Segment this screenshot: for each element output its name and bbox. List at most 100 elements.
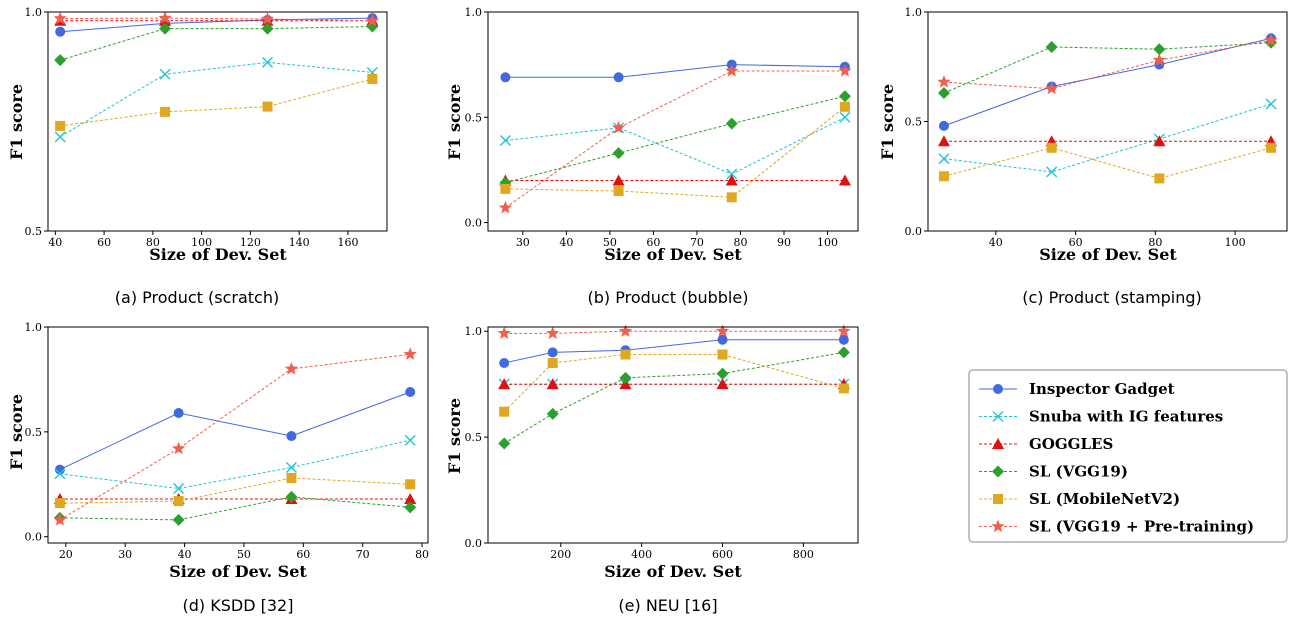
y-tick-label: 0.0 — [465, 217, 483, 230]
data-point-sl-vgg19-pre-training — [171, 441, 186, 455]
data-point-sl-vgg19-pre-training — [725, 63, 739, 77]
y-tick-label: 0.0 — [25, 531, 43, 544]
series-line-sl-vgg19 — [505, 95, 846, 184]
x-tick-label: 90 — [777, 236, 791, 249]
data-point-sl-vgg19 — [159, 22, 172, 35]
legend: Inspector Gadget Snuba with IG features GO… — [968, 369, 1288, 543]
data-point-snuba-with-ig-features — [54, 468, 66, 480]
x-tick-label: 120 — [240, 236, 261, 249]
series-line-sl-vgg19-pre-training — [505, 70, 845, 209]
data-point-sl-mobilenetv2 — [286, 472, 297, 483]
data-point-snuba-with-ig-features — [938, 153, 950, 165]
data-point-sl-vgg19-pre-training — [53, 512, 67, 526]
series-line-sl-vgg19 — [59, 496, 411, 521]
series-line-inspector-gadget — [943, 37, 1272, 127]
legend-box — [968, 369, 1288, 543]
data-point-goggles — [838, 174, 851, 186]
data-point-sl-vgg19 — [1153, 43, 1166, 56]
x-tick-label: 40 — [48, 236, 62, 249]
data-point-inspector-gadget — [838, 334, 849, 345]
data-point-sl-mobilenetv2 — [839, 101, 850, 112]
y-tick-label: 0.5 — [25, 426, 43, 439]
y-tick-label: 0.5 — [25, 225, 43, 238]
chart-panel-2: 30 40 50 60 70 80 90 100 0.0 0.5 1.0 F1 score Size o… — [445, 6, 859, 307]
y-axis-label: F1 score — [445, 398, 464, 474]
legend-marker-sl-vgg19 — [992, 465, 1004, 478]
data-point-sl-vgg19 — [837, 346, 850, 359]
y-tick-label: 0.5 — [465, 111, 483, 124]
data-point-sl-mobilenetv2 — [717, 349, 728, 360]
series-line-inspector-gadget — [505, 64, 845, 78]
data-point-sl-vgg19 — [838, 90, 851, 103]
data-point-sl-mobilenetv2 — [938, 171, 949, 182]
x-tick-label: 140 — [289, 236, 310, 249]
legend-marker-snuba-with-ig-features — [992, 411, 1004, 422]
data-point-inspector-gadget — [547, 347, 558, 358]
data-point-snuba-with-ig-features — [726, 168, 738, 180]
data-point-sl-mobilenetv2 — [1266, 142, 1277, 153]
data-point-sl-vgg19 — [716, 367, 729, 380]
y-tick-label: 1.0 — [25, 321, 43, 334]
data-point-sl-mobilenetv2 — [838, 383, 849, 394]
x-tick-label: 80 — [146, 236, 160, 249]
legend-entry-label: GOGGLES — [1029, 435, 1113, 453]
x-tick-label: 50 — [237, 548, 251, 561]
data-point-goggles — [1153, 135, 1166, 147]
data-point-sl-mobilenetv2 — [547, 358, 558, 368]
data-point-sl-mobilenetv2 — [613, 185, 624, 196]
data-point-snuba-with-ig-features — [173, 482, 185, 494]
y-axis-label: F1 score — [7, 394, 26, 470]
x-tick-label: 40 — [989, 236, 1003, 249]
series-line-sl-mobilenetv2 — [505, 106, 846, 198]
chart-panel-1: 40 60 80 100 120 140 160 0.5 1.0 F1 score Size of … — [7, 6, 388, 307]
x-tick-label: 100 — [1225, 236, 1246, 249]
data-point-sl-vgg19 — [546, 407, 559, 420]
legend-entry-label: SL (MobileNetV2) — [1029, 490, 1180, 508]
x-tick-label: 400 — [631, 548, 652, 561]
data-point-sl-vgg19-pre-training — [284, 361, 299, 375]
data-point-sl-vgg19-pre-training — [611, 120, 626, 134]
x-tick-label: 70 — [356, 548, 370, 561]
data-point-inspector-gadget — [500, 72, 511, 83]
series-line-snuba-with-ig-features — [59, 61, 373, 138]
plot-frame — [47, 11, 388, 232]
x-tick-label: 50 — [603, 236, 617, 249]
data-point-goggles — [716, 378, 729, 390]
x-tick-label: 40 — [559, 236, 573, 249]
data-point-sl-mobilenetv2 — [173, 496, 184, 507]
series-line-sl-vgg19-pre-training — [59, 353, 411, 521]
data-point-inspector-gadget — [499, 358, 510, 368]
data-point-inspector-gadget — [613, 72, 624, 83]
data-point-sl-vgg19-pre-training — [260, 12, 275, 25]
data-point-inspector-gadget — [938, 120, 949, 131]
data-point-inspector-gadget — [286, 431, 297, 442]
x-tick-label: 80 — [1148, 236, 1162, 249]
series-line-sl-vgg19-pre-training — [60, 17, 373, 22]
x-tick-label: 60 — [646, 236, 660, 249]
data-point-snuba-with-ig-features — [839, 111, 851, 123]
data-point-snuba-with-ig-features — [499, 134, 511, 146]
series-line-inspector-gadget — [60, 17, 373, 33]
x-tick-label: 60 — [1069, 236, 1083, 249]
data-point-goggles — [404, 492, 417, 504]
data-point-sl-mobilenetv2 — [500, 183, 511, 194]
data-point-sl-vgg19-pre-training — [937, 75, 951, 88]
chart-panel-3: 40 60 80 100 0.0 0.5 1.0 F1 score Size of Dev. S… — [878, 6, 1288, 307]
chart-panel-4: 20 30 40 50 60 70 80 0.0 0.5 1.0 F1 score Size of D… — [7, 321, 429, 615]
series-line-sl-mobilenetv2 — [60, 78, 373, 127]
y-tick-label: 1.0 — [465, 325, 483, 338]
data-point-inspector-gadget — [55, 26, 66, 37]
data-point-snuba-with-ig-features — [285, 462, 297, 473]
x-axis-label: Size of Dev. Set — [604, 245, 742, 264]
x-axis-label: Size of Dev. Set — [169, 562, 307, 581]
plot-frame — [487, 11, 859, 232]
series-line-sl-vgg19 — [60, 26, 373, 61]
data-point-snuba-with-ig-features — [54, 131, 66, 143]
series-line-sl-vgg19 — [503, 351, 844, 444]
data-point-sl-vgg19-pre-training — [497, 326, 511, 340]
y-tick-label: 0.0 — [465, 537, 483, 550]
x-tick-label: 160 — [337, 236, 358, 249]
chart-panel-5: 200 400 600 800 0.0 0.5 1.0 F1 score Size of Dev… — [445, 324, 859, 615]
plot-frame — [487, 326, 859, 544]
data-point-snuba-with-ig-features — [1265, 98, 1277, 110]
